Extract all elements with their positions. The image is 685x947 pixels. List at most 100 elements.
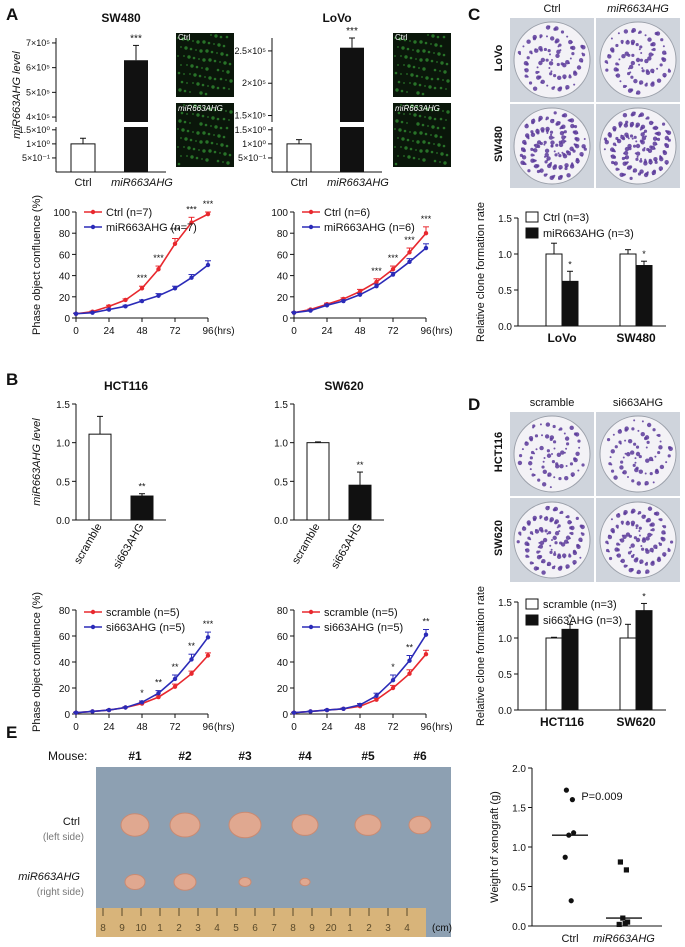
colony xyxy=(631,121,634,124)
colony xyxy=(635,57,641,63)
fluorescent-cell xyxy=(436,61,438,63)
fluorescent-cell xyxy=(403,64,405,66)
colony xyxy=(516,540,520,544)
colony xyxy=(538,115,543,121)
colony xyxy=(545,116,549,120)
fluorescent-cell xyxy=(418,158,420,160)
colony xyxy=(667,548,671,552)
colony xyxy=(654,511,660,516)
colony xyxy=(632,144,637,148)
colony xyxy=(616,554,619,557)
fluorescent-cell xyxy=(195,156,199,160)
fluorescent-cell xyxy=(213,134,215,136)
fluorescent-cell xyxy=(446,110,450,114)
x-tick-label: Ctrl xyxy=(561,933,578,945)
x-tick-label: Ctrl xyxy=(74,177,91,189)
colony xyxy=(643,172,649,178)
fluorescent-cell xyxy=(195,65,199,69)
y-tick-label: 0 xyxy=(64,314,70,325)
y-axis-label: Phase object confluence (%) xyxy=(31,195,43,335)
fluorescent-cell xyxy=(211,116,215,120)
colony xyxy=(565,87,568,90)
colony xyxy=(540,127,545,132)
colony xyxy=(540,560,543,563)
colony xyxy=(643,129,648,133)
fluorescent-cell xyxy=(442,144,446,148)
colony xyxy=(530,450,535,455)
y-tick-label: 1.0 xyxy=(498,634,512,645)
x-tick-label: 0 xyxy=(291,722,297,733)
colony xyxy=(631,53,635,57)
y-tick-label: 80 xyxy=(59,606,71,617)
colony xyxy=(644,58,649,64)
colony xyxy=(554,531,560,536)
plate-row-label: HCT116 xyxy=(493,432,505,472)
colony xyxy=(525,554,529,558)
colony xyxy=(657,433,661,438)
colony xyxy=(646,422,652,428)
fluorescent-cell xyxy=(439,161,441,163)
colony xyxy=(538,526,544,532)
fluorescent-cell xyxy=(229,79,233,83)
colony xyxy=(573,83,576,86)
colony xyxy=(555,464,560,469)
fluorescent-cell xyxy=(425,76,429,80)
x-tick-label: 96 xyxy=(420,722,432,733)
colony xyxy=(522,139,527,145)
colony xyxy=(565,442,570,446)
colony xyxy=(627,551,632,555)
fluorescent-cell xyxy=(205,158,209,162)
colony xyxy=(654,455,657,458)
colony xyxy=(624,146,630,152)
plate-column-label: miR663AHG xyxy=(607,3,669,15)
colony xyxy=(556,554,562,560)
chart-title: HCT116 xyxy=(104,379,148,393)
colony xyxy=(573,125,578,129)
x-tick-label: 72 xyxy=(387,722,399,733)
colony xyxy=(614,445,618,449)
colony xyxy=(629,134,634,138)
colony xyxy=(637,172,642,176)
fluorescent-cell xyxy=(421,76,423,78)
x-tick-label: LoVo xyxy=(547,331,576,345)
colony xyxy=(536,140,542,145)
colony xyxy=(526,39,531,44)
legend-label: scramble (n=5) xyxy=(324,607,398,619)
colony xyxy=(573,71,578,76)
colony xyxy=(628,568,633,573)
image-label-treated: miR663AHG xyxy=(395,104,440,113)
colony xyxy=(665,162,668,165)
x-axis-label: (hrs) xyxy=(214,326,235,337)
colony xyxy=(536,128,539,131)
fluorescent-cell xyxy=(418,67,420,69)
colony xyxy=(536,555,542,560)
significance-mark: * xyxy=(140,688,144,698)
colony xyxy=(661,537,666,542)
fluorescent-cell xyxy=(223,152,227,156)
plate-column-label: Ctrl xyxy=(543,3,560,15)
y-tick-label: 40 xyxy=(59,272,71,283)
colony xyxy=(548,25,551,28)
fluorescent-cell xyxy=(415,74,419,78)
bar-treated-lower xyxy=(124,127,148,172)
fluorescent-cell xyxy=(213,150,217,154)
fluorescent-cell xyxy=(208,107,212,111)
colony xyxy=(548,135,554,140)
fluorescent-cell xyxy=(177,162,181,166)
fluorescent-cell xyxy=(419,131,423,135)
data-point xyxy=(291,710,297,715)
significance-mark: *** xyxy=(153,253,164,263)
colony xyxy=(625,532,631,537)
fluorescent-cell xyxy=(216,86,220,90)
colony xyxy=(650,522,655,527)
colony xyxy=(576,65,582,70)
colony xyxy=(533,165,536,168)
data-point xyxy=(374,693,379,698)
colony xyxy=(656,67,659,70)
y-tick-label: 40 xyxy=(277,658,289,669)
colony xyxy=(652,47,656,52)
fluorescent-cell xyxy=(419,40,423,44)
y-tick-label: 0 xyxy=(64,710,70,721)
colony xyxy=(553,447,556,450)
fluorescent-cell xyxy=(189,73,191,75)
